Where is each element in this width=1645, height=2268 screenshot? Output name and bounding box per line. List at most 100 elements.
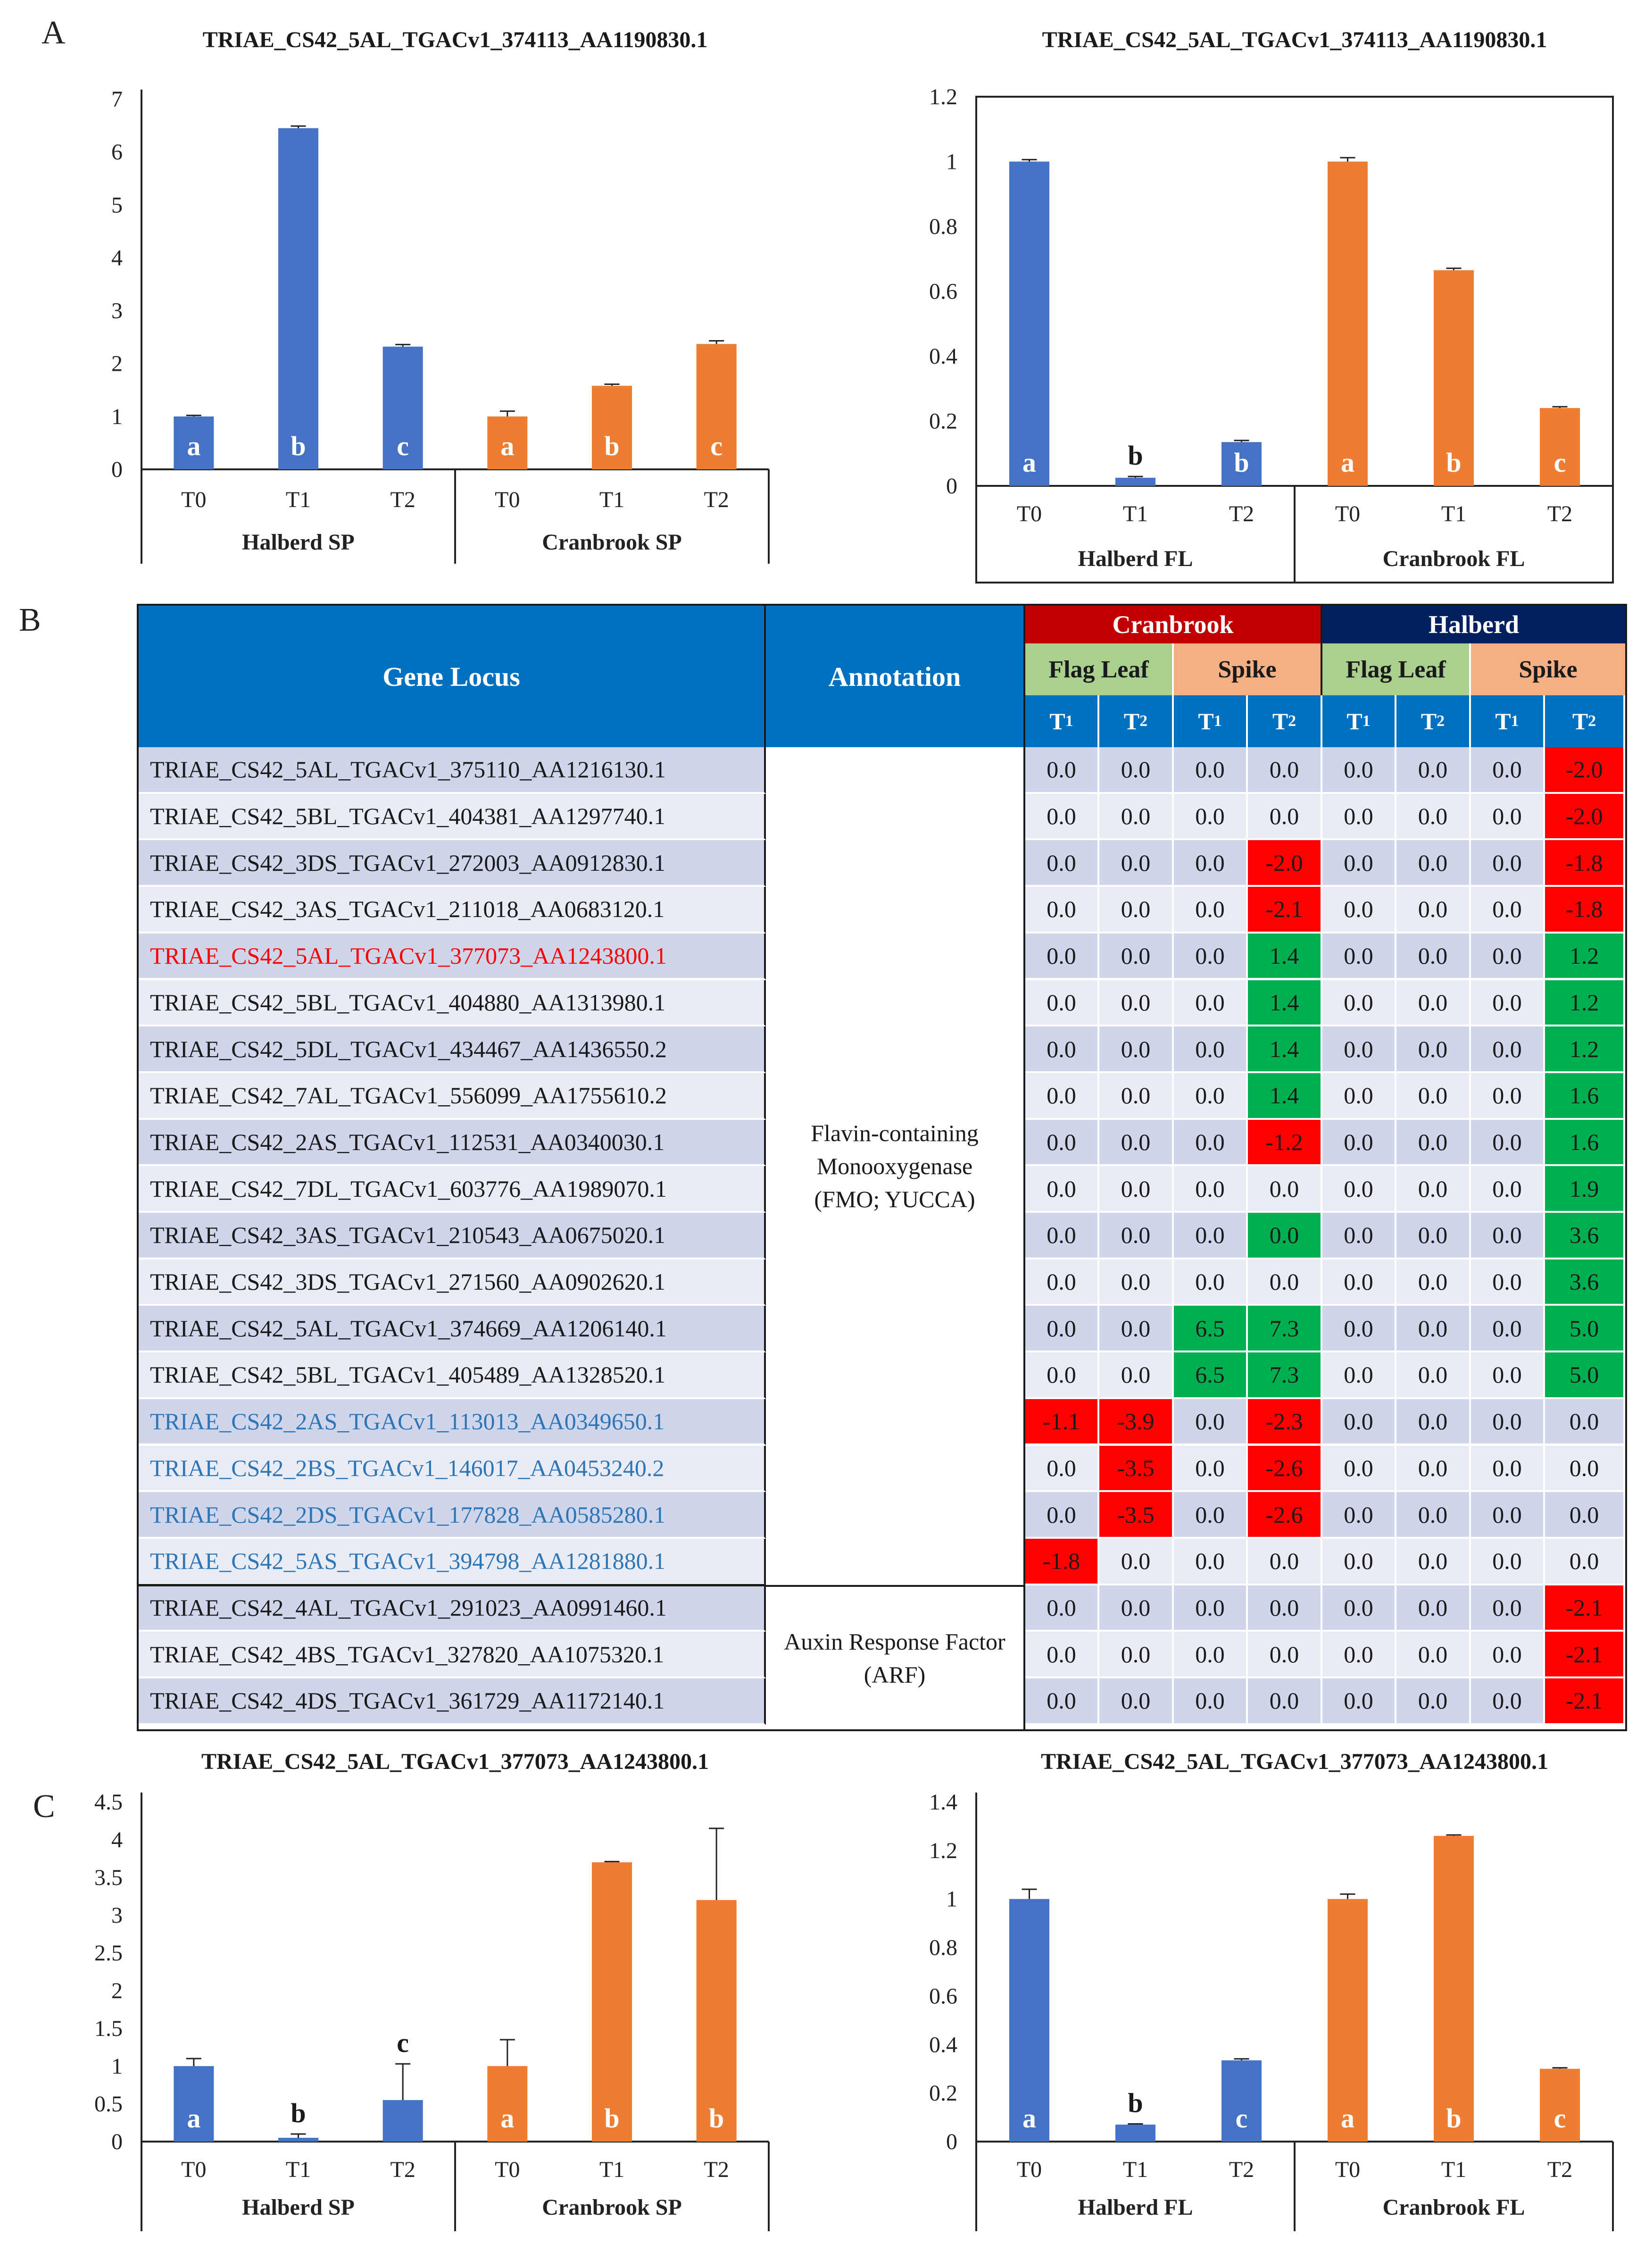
fold-change-cell: 0.0: [1396, 793, 1471, 841]
x-tick-label: T1: [1441, 2157, 1466, 2182]
fold-change-cell: 0.0: [1099, 1632, 1174, 1678]
group-label: Halberd FL: [1078, 2195, 1193, 2220]
fold-change-cell: 0.0: [1322, 1259, 1396, 1306]
x-tick-label: T2: [1547, 2157, 1572, 2182]
fold-change-cell: 0.0: [1025, 1632, 1099, 1678]
fold-change-cell: 0.0: [1099, 1585, 1174, 1632]
significance-label: a: [1022, 2103, 1036, 2134]
y-tick-label: 3: [111, 1903, 123, 1928]
fold-change-cell: -2.1: [1248, 887, 1322, 934]
y-tick-label: 2: [111, 351, 123, 376]
fold-change-cell: 0.0: [1174, 1213, 1248, 1259]
y-tick-label: 0.2: [929, 2081, 957, 2106]
fold-change-cell: 0.0: [1471, 887, 1545, 934]
fold-change-cell: 0.0: [1248, 1259, 1322, 1306]
fold-change-cell: 0.0: [1174, 1073, 1248, 1120]
x-tick-label: T2: [390, 2157, 415, 2182]
fold-change-cell: 0.0: [1322, 1119, 1396, 1167]
y-tick-label: 1.4: [929, 1790, 957, 1815]
fold-change-cell: 0.0: [1174, 840, 1248, 887]
fold-change-cell: 1.2: [1545, 980, 1625, 1027]
fold-change-cell: -2.6: [1248, 1492, 1322, 1539]
fold-change-cell: 0.0: [1322, 887, 1396, 934]
fold-change-cell: 0.0: [1322, 840, 1396, 887]
fold-change-cell: 0.0: [1471, 1399, 1545, 1446]
fold-change-cell: 0.0: [1099, 980, 1174, 1027]
bar: [1115, 477, 1155, 486]
y-tick-label: 1.2: [929, 1838, 957, 1863]
fold-change-cell: 0.0: [1396, 1026, 1471, 1073]
gene-locus-cell: TRIAE_CS42_2AS_TGACv1_112531_AA0340030.1: [139, 1119, 766, 1167]
bar: [696, 1900, 737, 2142]
fold-change-cell: -3.9: [1099, 1399, 1174, 1446]
panel-label-c: C: [33, 1788, 55, 1825]
fold-change-cell: 0.0: [1248, 1538, 1322, 1585]
halberd-header: Halberd: [1322, 606, 1625, 643]
chart-c-spike: TRIAE_CS42_5AL_TGACv1_377073_AA1243800.1…: [80, 1749, 788, 2264]
annotation-arf-line-2: (ARF): [864, 1661, 926, 1688]
fold-change-cell: 0.0: [1545, 1492, 1625, 1539]
fold-change-cell: 3.6: [1545, 1213, 1625, 1259]
significance-label: a: [1341, 2103, 1354, 2134]
timepoint-subscript: 2: [1588, 712, 1596, 730]
gene-locus-cell: TRIAE_CS42_3DS_TGACv1_271560_AA0902620.1: [139, 1259, 766, 1306]
annotation-fmo-line-1: Flavin-containing: [811, 1120, 979, 1146]
x-tick-label: T0: [495, 2157, 520, 2182]
gene-locus-cell: TRIAE_CS42_4AL_TGACv1_291023_AA0991460.1: [139, 1585, 766, 1632]
fold-change-cell: -1.1: [1025, 1399, 1099, 1446]
bar: [1540, 2068, 1580, 2142]
x-tick-label: T0: [181, 487, 206, 512]
y-tick-label: 4: [111, 1827, 123, 1852]
fold-change-cell: 7.3: [1248, 1352, 1322, 1399]
fold-change-cell: 0.0: [1322, 793, 1396, 841]
timepoint-subscript: 1: [1065, 712, 1073, 730]
fold-change-cell: 3.6: [1545, 1259, 1625, 1306]
fold-change-cell: 0.0: [1322, 1538, 1396, 1585]
group-label: Halberd FL: [1078, 546, 1193, 571]
fold-change-cell: 1.2: [1545, 1026, 1625, 1073]
cranbrook-flag-leaf-header: Flag Leaf: [1025, 643, 1174, 695]
gene-locus-cell: TRIAE_CS42_5BL_TGACv1_404880_AA1313980.1: [139, 980, 766, 1027]
timepoint-letter: T: [1346, 708, 1363, 734]
fold-change-cell: 0.0: [1396, 1445, 1471, 1493]
gene-locus-cell: TRIAE_CS42_5AS_TGACv1_394798_AA1281880.1: [139, 1538, 766, 1585]
y-tick-label: 0: [111, 457, 123, 482]
fold-change-cell: 0.0: [1322, 933, 1396, 980]
significance-label: a: [1022, 447, 1036, 478]
y-tick-label: 1: [111, 2054, 123, 2079]
fold-change-cell: 0.0: [1099, 747, 1174, 794]
significance-label: b: [709, 2103, 724, 2134]
bar: [1221, 442, 1262, 486]
fold-change-cell: 0.0: [1174, 1632, 1248, 1678]
gene-locus-cell: TRIAE_CS42_2DS_TGACv1_177828_AA0585280.1: [139, 1492, 766, 1539]
gene-locus-cell: TRIAE_CS42_2AS_TGACv1_113013_AA0349650.1: [139, 1399, 766, 1446]
fold-change-cell: 0.0: [1174, 1538, 1248, 1585]
gene-locus-cell: TRIAE_CS42_4BS_TGACv1_327820_AA1075320.1: [139, 1632, 766, 1678]
fold-change-cell: 0.0: [1025, 793, 1099, 841]
fold-change-cell: 0.0: [1025, 1259, 1099, 1306]
bar: [1009, 161, 1049, 486]
fold-change-cell: 0.0: [1099, 1119, 1174, 1167]
fold-change-cell: 0.0: [1471, 1259, 1545, 1306]
y-tick-label: 2: [111, 1978, 123, 2003]
y-tick-label: 7: [111, 87, 123, 112]
fold-change-cell: -2.0: [1545, 793, 1625, 841]
fold-change-cell: 0.0: [1099, 1352, 1174, 1399]
panel-label-a: A: [42, 15, 66, 51]
fold-change-cell: 0.0: [1322, 1492, 1396, 1539]
halberd-flag-leaf-header: Flag Leaf: [1322, 643, 1471, 695]
fold-change-cell: 0.0: [1396, 1073, 1471, 1120]
fold-change-cell: 0.0: [1025, 1213, 1099, 1259]
fold-change-cell: 0.0: [1471, 1492, 1545, 1539]
y-tick-label: 1: [946, 1887, 957, 1912]
fold-change-cell: -3.5: [1099, 1445, 1174, 1493]
fold-change-cell: 0.0: [1174, 980, 1248, 1027]
gene-locus-cell: TRIAE_CS42_4DS_TGACv1_361729_AA1172140.1: [139, 1678, 766, 1725]
timepoint-letter: T: [1198, 708, 1214, 734]
gene-locus-cell: TRIAE_CS42_5BL_TGACv1_404381_AA1297740.1: [139, 793, 766, 841]
fold-change-cell: 0.0: [1099, 1026, 1174, 1073]
fold-change-cell: 0.0: [1174, 1166, 1248, 1213]
fold-change-cell: 0.0: [1099, 933, 1174, 980]
